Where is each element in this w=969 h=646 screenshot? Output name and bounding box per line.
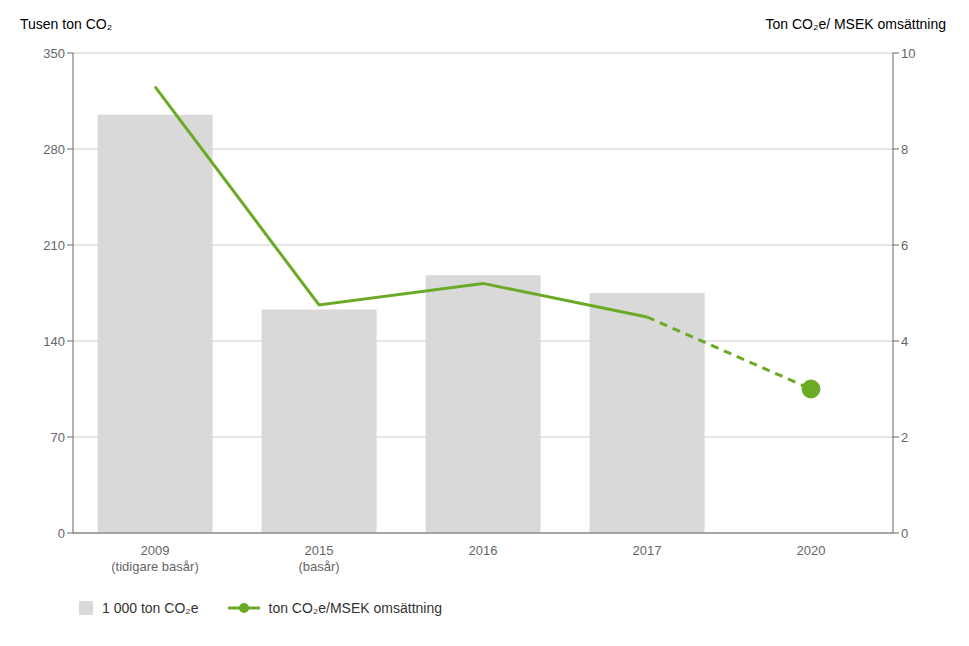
svg-text:0: 0	[901, 526, 908, 541]
svg-text:2009(tidigare basår): 2009(tidigare basår)	[111, 543, 198, 574]
svg-text:10: 10	[901, 46, 915, 61]
svg-text:8: 8	[901, 142, 908, 157]
svg-text:210: 210	[43, 238, 65, 253]
svg-text:6: 6	[901, 238, 908, 253]
svg-text:70: 70	[51, 430, 65, 445]
svg-text:0: 0	[58, 526, 65, 541]
svg-text:2017: 2017	[633, 543, 662, 558]
html-text:Ton CO₂e/ MSEK omsättning: Ton CO₂e/ MSEK omsättning	[765, 16, 946, 32]
svg-text:2016: 2016	[469, 543, 498, 558]
html-text:ton CO₂e/MSEK omsättning: ton CO₂e/MSEK omsättning	[268, 600, 442, 616]
html-text:1 000 ton CO₂e: 1 000 ton CO₂e	[102, 600, 199, 616]
svg-text:140: 140	[43, 334, 65, 349]
svg-text:350: 350	[43, 46, 65, 61]
svg-text:280: 280	[43, 142, 65, 157]
svg-text:4: 4	[901, 334, 908, 349]
svg-text:2020: 2020	[797, 543, 826, 558]
svg-text:2: 2	[901, 430, 908, 445]
svg-text:2015(basår): 2015(basår)	[298, 543, 339, 574]
html-text:Tusen ton CO₂: Tusen ton CO₂	[20, 16, 113, 32]
